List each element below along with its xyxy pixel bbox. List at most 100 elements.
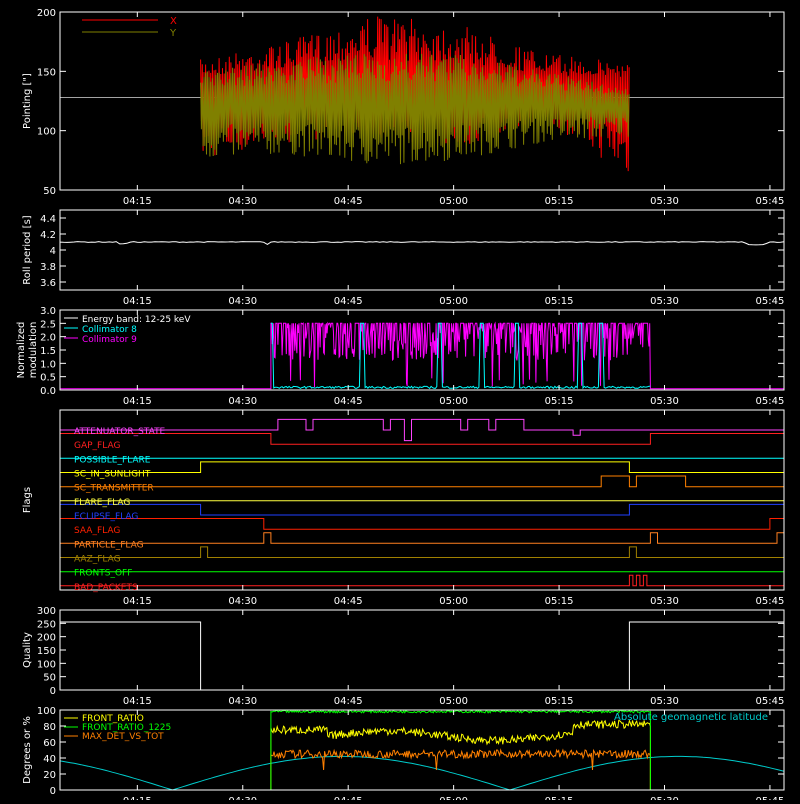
legend-label: FRONT_RATIO_1225 — [82, 723, 171, 733]
y-tick-label: 20 — [43, 770, 56, 781]
x-tick-label: 04:45 — [334, 696, 363, 707]
y-tick-label: 150 — [37, 646, 56, 657]
y-tick-label: 0.0 — [40, 386, 56, 397]
y-tick-label: 50 — [43, 673, 56, 684]
x-tick-label: 05:00 — [439, 796, 468, 800]
y-tick-label: 100 — [37, 659, 56, 670]
x-tick-label: 05:15 — [545, 696, 574, 707]
x-tick-label: 04:30 — [228, 396, 257, 407]
x-tick-label: 04:15 — [123, 796, 152, 800]
flag-line — [60, 503, 784, 516]
x-tick-label: 05:30 — [650, 396, 679, 407]
x-tick-label: 04:15 — [123, 296, 152, 307]
x-tick-label: 04:15 — [123, 596, 152, 607]
x-tick-label: 04:30 — [228, 596, 257, 607]
x-tick-label: 05:15 — [545, 196, 574, 207]
legend-label: Collimator 8 — [82, 325, 137, 335]
flag-label: FLARE_FLAG — [74, 498, 130, 508]
y-tick-label: 150 — [37, 67, 56, 78]
y-tick-label: 3.0 — [40, 306, 56, 317]
flag-line — [60, 532, 784, 544]
x-tick-label: 05:45 — [756, 696, 785, 707]
flag-line — [60, 475, 784, 488]
panel-0-frame — [59, 11, 785, 191]
panel-3-data — [60, 418, 784, 587]
legend-label: X — [170, 16, 177, 27]
flag-line — [60, 518, 784, 530]
y-tick-label: 250 — [37, 619, 56, 630]
y-axis-label: modulation — [28, 322, 39, 379]
x-tick-label: 05:15 — [545, 396, 574, 407]
y-tick-label: 3.8 — [40, 262, 56, 273]
series-quality — [60, 621, 784, 690]
series-roll — [60, 241, 784, 246]
flag-line — [60, 433, 784, 445]
x-tick-label: 05:00 — [439, 296, 468, 307]
legend-label: MAX_DET_VS_TOT — [82, 732, 164, 742]
panel-5: 04:15 04:30 04:45 05:00 05:15 05:30 05:45 0 20 40… — [22, 706, 785, 804]
flag-label: ECLIPSE_FLAG — [74, 512, 138, 522]
x-tick-label: 05:15 — [545, 596, 574, 607]
series-collimator-8 — [270, 322, 651, 390]
panel-5-data — [60, 710, 784, 790]
panel-5-frame — [59, 709, 785, 791]
flag-label: BAD_PACKETS — [74, 583, 138, 593]
flag-label: POSSIBLE_FLARE — [74, 455, 151, 465]
y-tick-label: 200 — [37, 633, 56, 644]
x-tick-label: 04:15 — [123, 696, 152, 707]
y-tick-label: 80 — [43, 722, 56, 733]
y-tick-label: 0.5 — [40, 373, 56, 384]
x-tick-label: 04:15 — [123, 196, 152, 207]
x-tick-label: 04:45 — [334, 196, 363, 207]
series-FRONT_RATIO_1225 — [270, 710, 651, 790]
y-tick-label: 4.2 — [40, 230, 56, 241]
flag-label: ATTENUATOR_STATE — [74, 427, 166, 437]
panel-1-frame — [59, 209, 785, 291]
y-axis-label: Pointing ["] — [22, 73, 33, 129]
x-tick-label: 04:15 — [123, 396, 152, 407]
y-axis-label: Normalized — [16, 322, 27, 379]
panel-0: 04:15 04:30 04:45 05:00 05:15 05:30 05:45 50 100… — [22, 8, 785, 207]
flag-label: FRONTS_OFF — [74, 569, 132, 579]
x-tick-label: 05:45 — [756, 796, 785, 800]
panel-3-frame — [59, 409, 785, 591]
y-tick-label: 1.5 — [40, 346, 56, 357]
flag-label: PARTICLE_FLAG — [74, 540, 144, 550]
series-Y — [200, 53, 630, 165]
legend-label: Collimator 9 — [82, 335, 137, 345]
x-tick-label: 05:45 — [756, 196, 785, 207]
x-tick-label: 05:45 — [756, 596, 785, 607]
y-tick-label: 2.5 — [40, 319, 56, 330]
y-tick-label: 200 — [37, 8, 56, 19]
flag-line — [60, 574, 784, 587]
x-tick-label: 04:30 — [228, 696, 257, 707]
y-axis-label: Roll period [s] — [22, 215, 33, 284]
flag-line — [60, 546, 784, 558]
y-tick-label: 50 — [43, 186, 56, 197]
x-tick-label: 04:45 — [334, 596, 363, 607]
flag-label: AAZ_FLAG — [74, 555, 121, 565]
y-tick-label: 40 — [43, 754, 56, 765]
y-tick-label: 0 — [50, 786, 56, 797]
legend-label: Energy band: 12-25 keV — [82, 315, 191, 325]
panel-4: 04:15 04:30 04:45 05:00 05:15 05:30 05:45 0 50 10… — [22, 606, 785, 707]
x-tick-label: 05:00 — [439, 196, 468, 207]
y-tick-label: 4.4 — [40, 214, 56, 225]
y-axis-label: Quality — [22, 632, 33, 668]
series-collimator-9 — [60, 321, 784, 390]
series-MAX_DET_VS_TOT — [270, 748, 651, 790]
x-tick-label: 05:30 — [650, 696, 679, 707]
x-tick-label: 05:00 — [439, 696, 468, 707]
y-tick-label: 1.0 — [40, 359, 56, 370]
panel-3: 04:15 04:30 04:45 05:00 05:15 05:30 05:45 Flags… — [22, 409, 785, 607]
flag-label: GAP_FLAG — [74, 441, 120, 451]
series-geomagnetic-latitude — [60, 755, 784, 790]
x-tick-label: 04:45 — [334, 396, 363, 407]
y-tick-label: 300 — [37, 606, 56, 617]
series-FRONT_RATIO — [270, 719, 651, 790]
x-tick-label: 05:30 — [650, 596, 679, 607]
y-tick-label: 4 — [50, 246, 56, 257]
panel-1-data — [60, 241, 784, 246]
